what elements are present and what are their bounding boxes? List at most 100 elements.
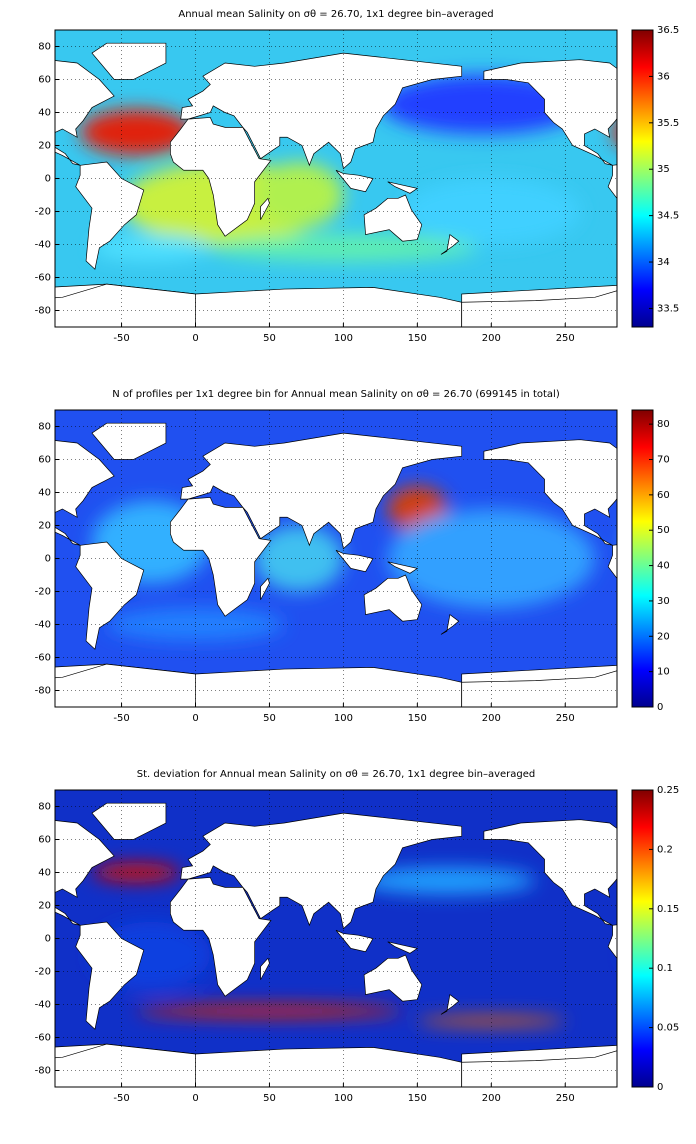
y-tick-label: 40 [38, 108, 51, 119]
y-tick-label: -60 [35, 653, 51, 664]
land [363, 954, 423, 1002]
x-tick-label: 200 [482, 333, 501, 344]
x-tick-label: 200 [482, 1093, 501, 1104]
field-blob [80, 109, 193, 156]
land [75, 541, 145, 650]
colorbar-tick-label: 0.25 [657, 785, 679, 796]
colorbar-tick-label: 34 [657, 257, 670, 268]
land [180, 812, 463, 930]
land [363, 574, 423, 622]
land [461, 1050, 617, 1087]
colorbar-tick-label: 0 [657, 702, 663, 713]
land [91, 422, 167, 460]
x-tick-label: 200 [482, 713, 501, 724]
land [180, 432, 463, 550]
x-tick-label: 0 [192, 1093, 198, 1104]
land [91, 802, 167, 840]
land [607, 924, 617, 960]
plot-frame [54, 789, 618, 1088]
land [461, 290, 617, 327]
x-tick-label: 50 [263, 713, 276, 724]
y-tick-label: 60 [38, 455, 51, 466]
colorbar-tick-label: 70 [657, 455, 670, 466]
y-tick-label: 60 [38, 835, 51, 846]
x-tick-label: -50 [113, 713, 129, 724]
colorbar [631, 29, 654, 328]
land [55, 283, 196, 327]
y-tick-label: 40 [38, 488, 51, 499]
y-tick-label: -80 [35, 306, 51, 317]
x-tick-label: 50 [263, 1093, 276, 1104]
x-tick-label: 150 [408, 713, 427, 724]
chart-title: N of profiles per 1x1 degree bin for Ann… [112, 389, 560, 400]
colorbar-tick-label: 80 [657, 419, 670, 430]
y-tick-label: 20 [38, 901, 51, 912]
x-tick-label: -50 [113, 1093, 129, 1104]
colorbar-tick-label: 30 [657, 596, 670, 607]
colorbar-tick-label: 0.05 [657, 1023, 679, 1034]
field-blob [669, 1005, 696, 1018]
x-tick-label: 250 [556, 713, 575, 724]
colorbar-tick-label: 34.5 [657, 211, 679, 222]
colorbar-tick-label: 20 [657, 631, 670, 642]
land [483, 819, 617, 926]
x-tick-label: 0 [192, 333, 198, 344]
colorbar-tick-label: 0.1 [657, 963, 673, 974]
land [335, 929, 374, 953]
land [387, 561, 419, 574]
field-blob [254, 162, 344, 228]
plot-frame [54, 29, 618, 328]
x-tick-label: 100 [334, 333, 353, 344]
y-tick-label: 0 [45, 934, 51, 945]
colorbar-tick-label: 50 [657, 525, 670, 536]
land [440, 233, 460, 255]
land [483, 439, 617, 546]
land [607, 164, 617, 200]
y-tick-label: 20 [38, 521, 51, 532]
field-blob [612, 123, 617, 142]
land [91, 42, 167, 80]
field-blob [210, 234, 477, 261]
y-tick-label: -60 [35, 273, 51, 284]
x-tick-label: 150 [408, 333, 427, 344]
y-tick-label: 80 [38, 422, 51, 433]
colorbar-tick-label: 36.5 [657, 25, 679, 36]
y-tick-label: -40 [35, 240, 51, 251]
x-tick-label: 250 [556, 333, 575, 344]
y-tick-label: 60 [38, 75, 51, 86]
field-blob [91, 862, 181, 883]
y-tick-label: 20 [38, 141, 51, 152]
x-tick-label: -50 [113, 333, 129, 344]
land [55, 60, 115, 166]
colorbar-tick-label: 40 [657, 561, 670, 572]
y-tick-label: -80 [35, 686, 51, 697]
y-tick-label: -60 [35, 1033, 51, 1044]
land [387, 941, 419, 954]
y-tick-label: -20 [35, 587, 51, 598]
colorbar-tick-label: 0 [657, 1082, 663, 1093]
x-tick-label: 100 [334, 713, 353, 724]
chart-title: St. deviation for Annual mean Salinity o… [137, 769, 535, 780]
field-blob [417, 1016, 566, 1026]
land [335, 549, 374, 573]
land [387, 181, 419, 194]
land [440, 613, 460, 635]
land [607, 544, 617, 580]
colorbar-tick-label: 0.2 [657, 844, 673, 855]
x-tick-label: 0 [192, 713, 198, 724]
land [55, 440, 115, 546]
colorbar-tick-label: 35.5 [657, 118, 679, 129]
colorbar-tick-label: 36 [657, 71, 670, 82]
x-tick-label: 50 [263, 333, 276, 344]
land [260, 577, 270, 600]
y-tick-label: -20 [35, 967, 51, 978]
land [55, 1043, 196, 1087]
field-blob [136, 1004, 403, 1018]
y-tick-label: -40 [35, 1000, 51, 1011]
colorbar [631, 409, 654, 708]
land [335, 169, 374, 193]
y-tick-label: -80 [35, 1066, 51, 1077]
colorbar-tick-label: 35 [657, 164, 670, 175]
